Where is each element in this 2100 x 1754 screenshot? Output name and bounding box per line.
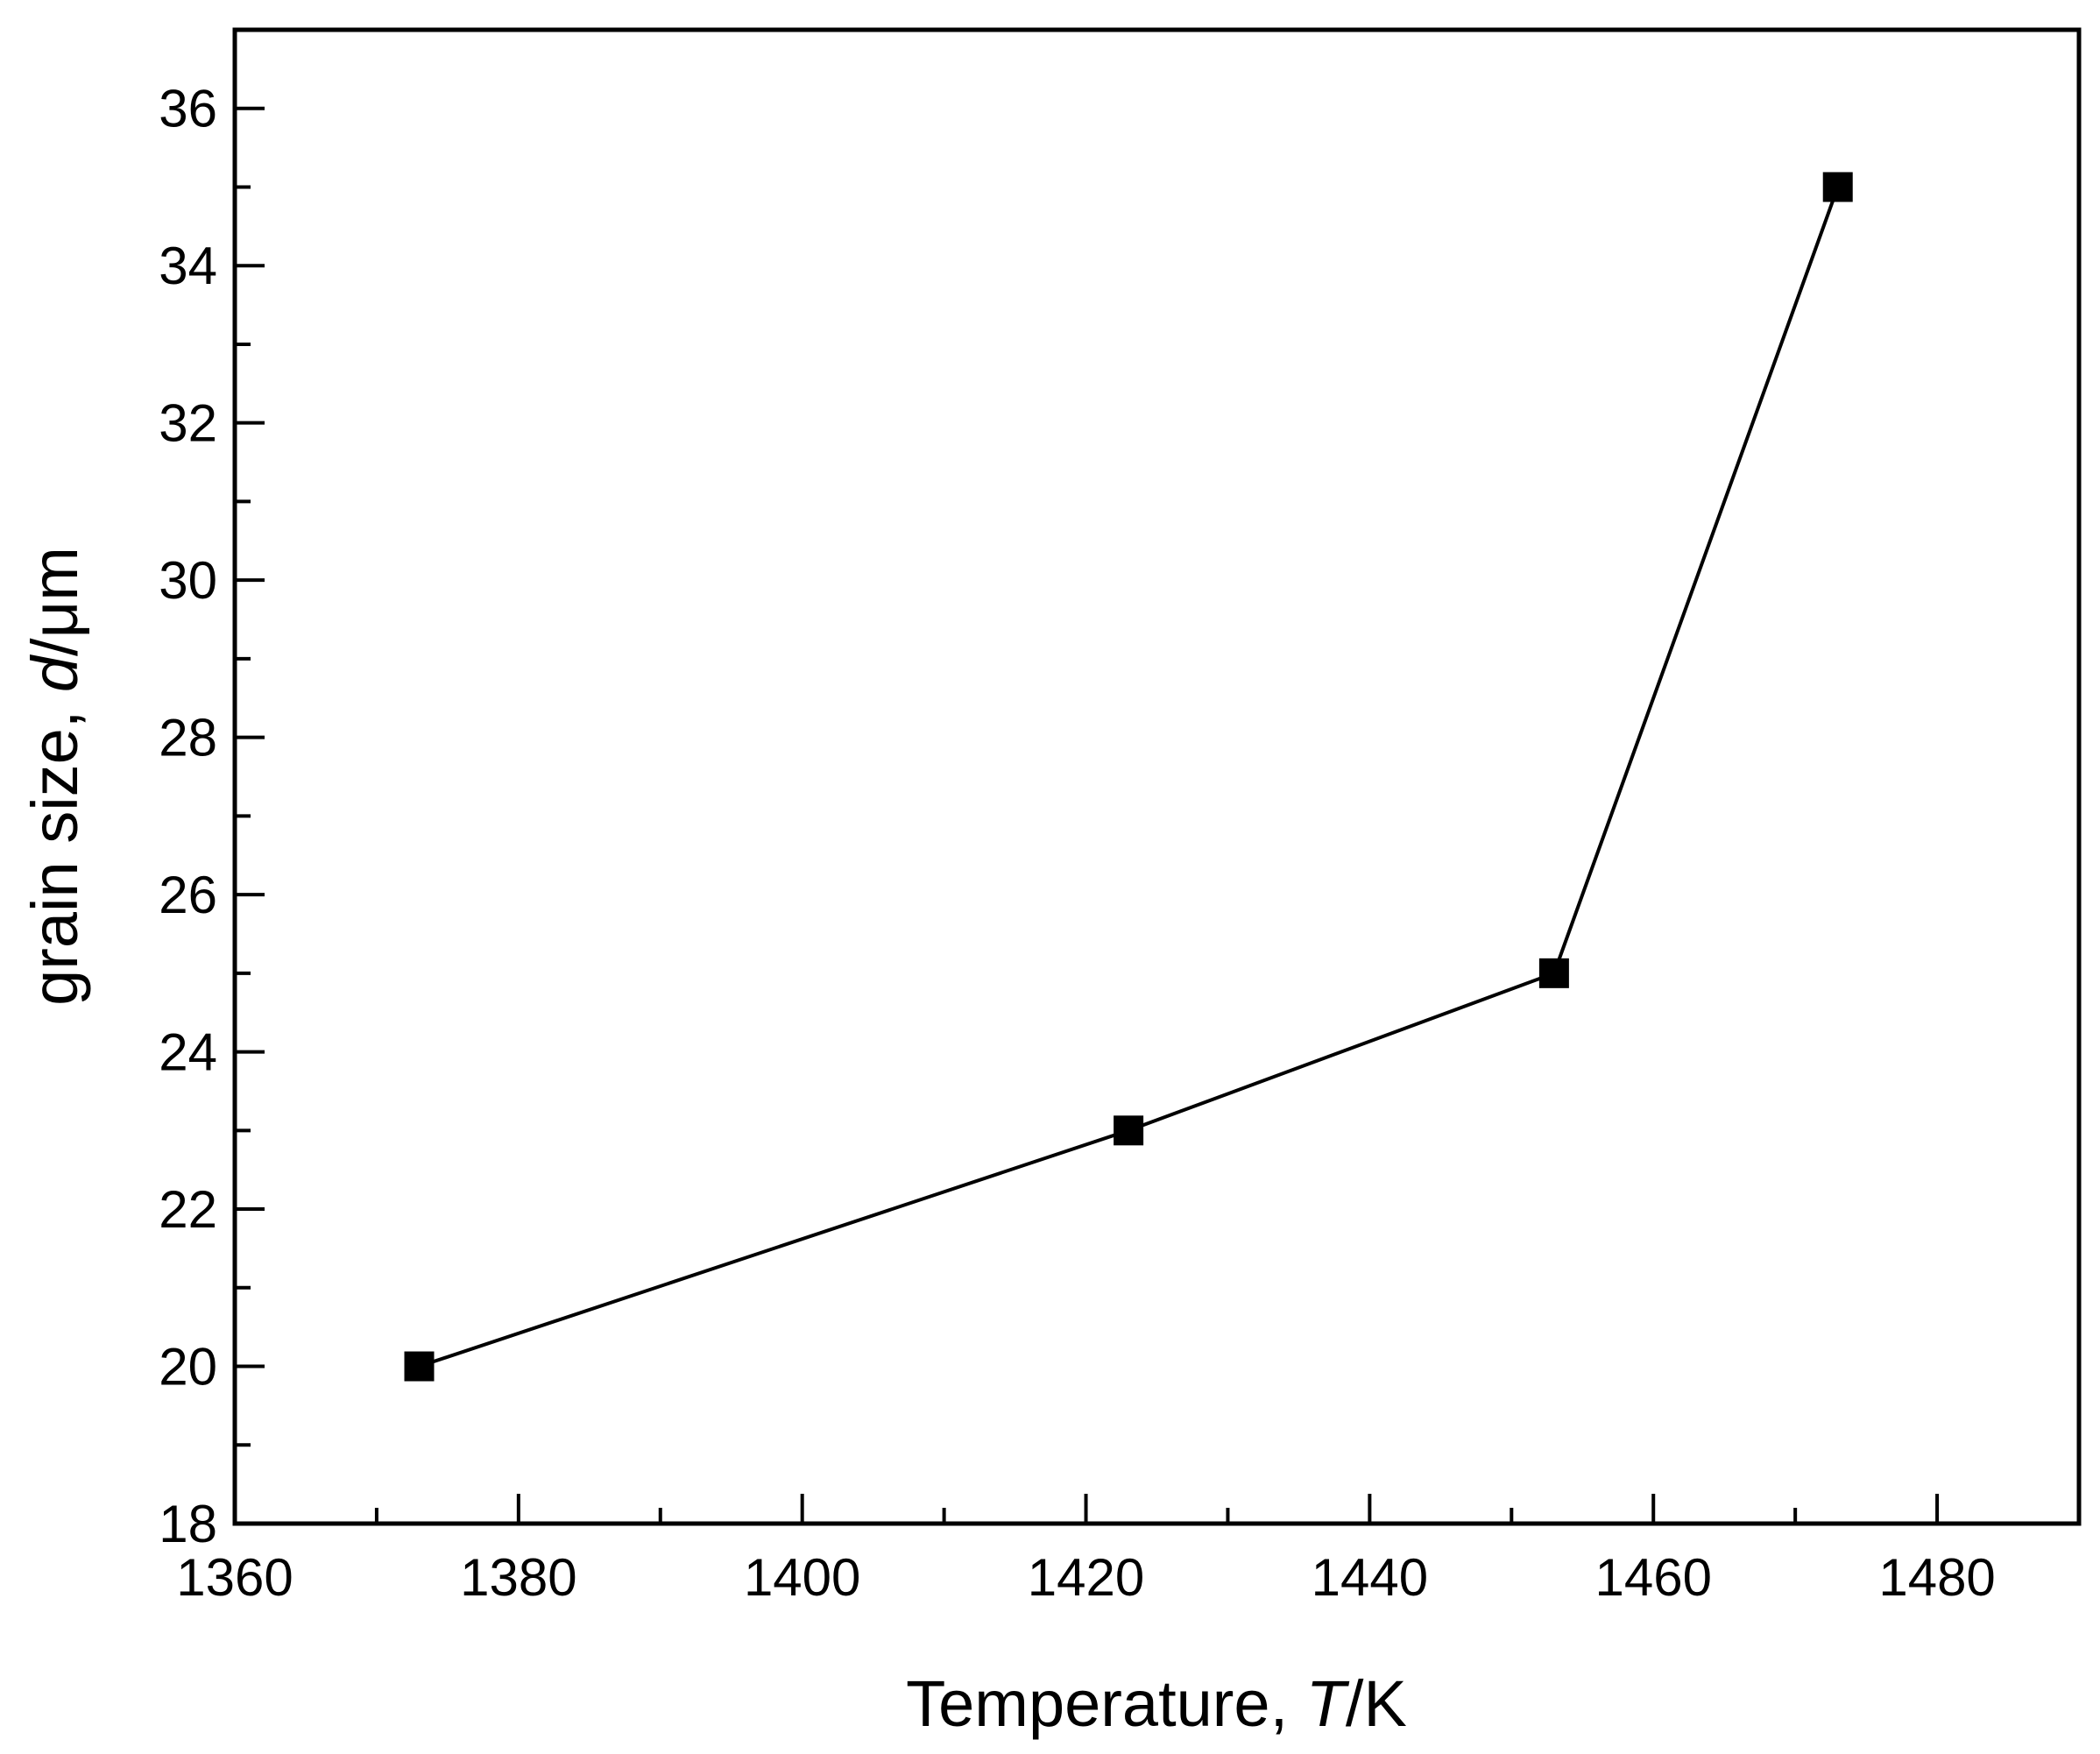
x-axis-title-prefix: Temperature, [906, 1667, 1306, 1740]
y-axis-title-unit: /μm [18, 547, 91, 656]
x-tick-label: 1380 [460, 1548, 576, 1607]
x-axis-title-unit: /K [1346, 1667, 1407, 1740]
y-tick-label: 18 [159, 1495, 217, 1553]
y-tick-label: 34 [159, 237, 217, 295]
x-axis-title-variable: T [1306, 1667, 1350, 1740]
y-tick-label: 30 [159, 551, 217, 610]
data-point-marker [1538, 958, 1569, 988]
x-tick-label: 1420 [1028, 1548, 1144, 1607]
x-tick-label: 1480 [1878, 1548, 1995, 1607]
x-tick-label: 1440 [1312, 1548, 1428, 1607]
y-axis-title-variable: d [18, 654, 91, 692]
series-line [418, 186, 1840, 1369]
y-tick-label: 22 [159, 1180, 217, 1239]
x-tick-label: 1460 [1594, 1548, 1711, 1607]
x-tick-label: 1400 [744, 1548, 860, 1607]
data-point-marker [404, 1351, 435, 1382]
y-tick-label: 24 [159, 1023, 217, 1082]
x-tick-label: 1360 [176, 1548, 293, 1607]
x-tick-labels: 1360 1380 1400 1420 1440 1460 1480 [176, 1548, 1996, 1607]
y-tick-label: 28 [159, 709, 217, 767]
series-markers [404, 172, 1853, 1382]
y-tick-label: 32 [159, 394, 217, 453]
plot-frame [232, 27, 2082, 1526]
y-axis-title: grain size, d/μm [18, 547, 91, 1006]
x-axis-title: Temperature, T/K [906, 1667, 1407, 1740]
y-tick-label: 36 [159, 80, 217, 138]
minor-ticks [235, 185, 1798, 1524]
data-point-marker [1114, 1115, 1144, 1146]
y-tick-label: 26 [159, 866, 217, 924]
series-lines [418, 186, 1840, 1369]
y-tick-labels: 18 20 22 24 26 28 30 32 34 36 [159, 80, 217, 1553]
data-point-marker [1822, 172, 1853, 202]
y-tick-label: 20 [159, 1338, 217, 1397]
y-axis-title-prefix: grain size, [18, 692, 91, 1006]
